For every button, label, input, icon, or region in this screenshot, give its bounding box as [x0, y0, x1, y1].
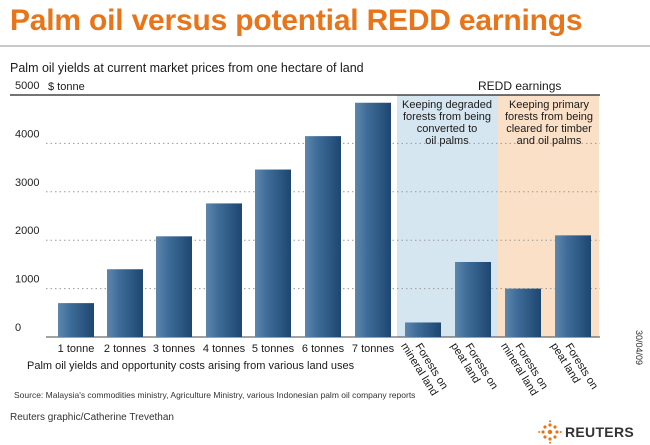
reuters-logo-icon	[538, 420, 562, 444]
x-axis-caption: Palm oil yields and opportunity costs ar…	[27, 360, 355, 372]
bar-chart: 0 1000 2000 3000 4000 5000 Palm oil yields at …	[10, 61, 644, 400]
y-tick-label: 1000	[15, 274, 39, 286]
x-tick-label: 1 tonne	[58, 343, 95, 355]
x-tick-label: 7 tonnes	[352, 343, 395, 355]
date-stamp: 30/04/09	[634, 330, 644, 365]
bar-1	[58, 303, 94, 337]
graphic-credit: Reuters graphic/Catherine Trevethan	[10, 412, 174, 423]
redd-earnings-label: REDD earnings	[478, 79, 561, 93]
bar-10	[505, 288, 541, 337]
redd-group-desc-line: and oil palms	[517, 135, 582, 147]
redd-group-desc-line: forests from being	[403, 111, 491, 123]
x-tick-label: 5 tonnes	[252, 343, 295, 355]
bar-4	[206, 203, 242, 337]
bar-8	[405, 322, 441, 337]
source-note: Source: Malaysia's commodities ministry,…	[14, 390, 415, 400]
bar-2	[107, 269, 143, 337]
bar-7	[355, 102, 391, 337]
redd-group-desc-line: converted to	[417, 123, 478, 135]
title-divider	[0, 45, 650, 47]
y-tick-label: 4000	[15, 128, 39, 140]
redd-group-desc-line: cleared for timber	[506, 123, 592, 135]
bar-6	[305, 136, 341, 337]
x-tick-label: 3 tonnes	[153, 343, 196, 355]
bar-3	[156, 236, 192, 337]
bar-9	[455, 261, 491, 337]
y-tick-label: 5000	[15, 80, 39, 92]
y-tick-label: 3000	[15, 177, 39, 189]
x-tick-label: 6 tonnes	[302, 343, 345, 355]
x-tick-label: 4 tonnes	[203, 343, 246, 355]
chart-subtitle: Palm oil yields at current market prices…	[10, 61, 364, 75]
reuters-logo-text: REUTERS	[565, 424, 634, 440]
redd-group-desc-line: forests from being	[505, 111, 593, 123]
x-tick-label: 2 tonnes	[104, 343, 147, 355]
y-axis-unit-label: $ tonne	[48, 81, 85, 93]
bar-5	[255, 169, 291, 337]
y-tick-label: 2000	[15, 225, 39, 237]
bar-11	[555, 235, 591, 337]
redd-group-desc-line: Keeping primary	[509, 99, 590, 111]
redd-group-desc-line: oil palms	[425, 135, 469, 147]
redd-group-desc-line: Keeping degraded	[402, 99, 492, 111]
y-tick-label: 0	[15, 322, 21, 334]
page-title: Palm oil versus potential REDD earnings	[10, 4, 583, 37]
